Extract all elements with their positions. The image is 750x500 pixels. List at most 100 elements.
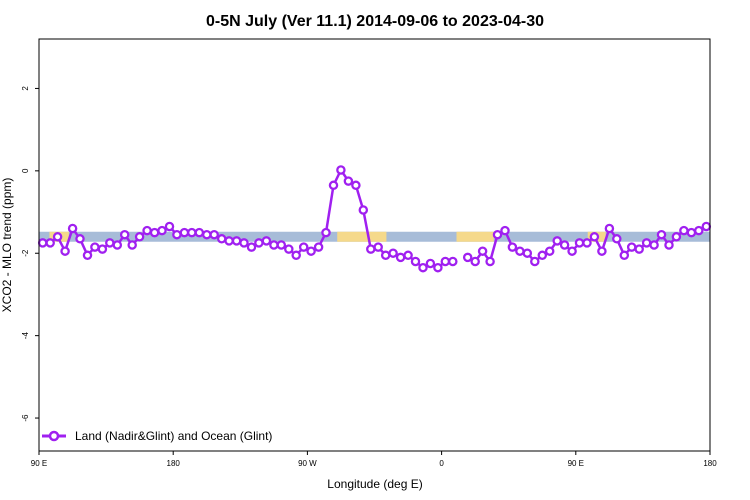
data-point [284,244,294,254]
data-point [448,256,458,267]
data-point [328,180,339,191]
data-point [194,227,205,238]
data-point [231,236,242,246]
data-point [119,229,130,240]
data-point [127,240,137,250]
data-point [477,246,488,256]
legend-marker-swatch [48,430,60,442]
legend: Land (Nadir&Glint) and Ocean (Glint) [42,429,272,443]
data-point [686,227,697,238]
data-point [134,232,145,242]
data-point [671,232,682,242]
data-point [433,262,443,273]
data-point [522,248,533,258]
data-point [276,240,287,250]
data-point [75,234,85,244]
data-point [492,229,503,240]
data-point [552,236,562,246]
data-point [37,238,48,248]
data-point [105,238,115,248]
data-point [179,227,190,238]
legend-label: Land (Nadir&Glint) and Ocean (Glint) [75,429,272,443]
data-point [574,238,585,248]
data-point [395,252,406,263]
data-point [664,240,674,250]
x-axis: 90 E 180 90 W 0 90 E 180 [31,451,717,468]
y-tick-label: -4 [21,332,30,340]
x-tick-label: 90 E [568,459,584,468]
data-point [216,234,227,244]
data-point [619,250,630,261]
data-point [388,248,398,258]
data-point [462,252,473,263]
data-point [164,221,175,232]
data-point [425,258,436,269]
data-point [649,240,659,250]
y-tick-label: -2 [21,249,30,257]
data-point [380,250,391,261]
data-point [500,225,510,236]
x-tick-label: 0 [439,459,444,468]
data-point [45,238,55,248]
data-point [470,256,480,267]
data-point [90,242,100,252]
data-point [373,242,383,252]
x-tick-label: 180 [703,459,717,468]
data-point [582,238,592,248]
data-point [52,232,63,242]
x-tick-label: 90 E [31,459,47,468]
data-point [246,242,257,252]
data-point [202,229,212,240]
data-point [366,244,376,254]
data-point [656,229,667,240]
data-point [157,225,167,236]
data-point [641,238,652,248]
data-point [418,262,428,273]
data-point [604,223,615,234]
data-point [321,227,331,238]
data-point [612,234,622,244]
data-point [537,250,548,261]
plot-area [37,165,712,273]
data-point [679,225,689,236]
data-point [694,225,704,236]
data-point [336,165,346,175]
data-point [142,225,152,236]
data-point [224,236,234,246]
data-point [291,250,301,261]
y-axis-label: XCO2 - MLO trend (ppm) [0,178,14,313]
data-point [567,246,577,256]
data-point [530,256,540,267]
plot-frame [38,38,711,452]
chart-title: 0-5N July (Ver 11.1) 2014-09-06 to 2023-… [206,13,544,30]
data-point [313,242,324,252]
data-point [403,250,413,261]
data-point [269,240,279,250]
y-tick-label: -6 [21,414,30,422]
data-point [507,242,518,252]
data-point [358,205,369,215]
data-point [112,240,123,250]
data-point [97,244,108,254]
data-point [261,236,272,246]
data-point [559,240,570,250]
data-point [440,256,451,267]
data-point [544,246,555,256]
y-axis: 2 0 -2 -4 -6 [21,86,39,422]
data-point [82,250,93,261]
data-point [626,242,637,252]
data-point [343,176,354,186]
data-point [515,246,525,256]
data-point [589,232,600,242]
data-point [67,223,78,234]
data-point [351,180,361,191]
data-point [597,246,607,256]
data-point [410,256,421,267]
data-point [172,229,182,240]
y-tick-label: 2 [21,86,30,91]
data-point [209,229,219,240]
data-point [149,227,160,238]
data-point [187,227,197,238]
